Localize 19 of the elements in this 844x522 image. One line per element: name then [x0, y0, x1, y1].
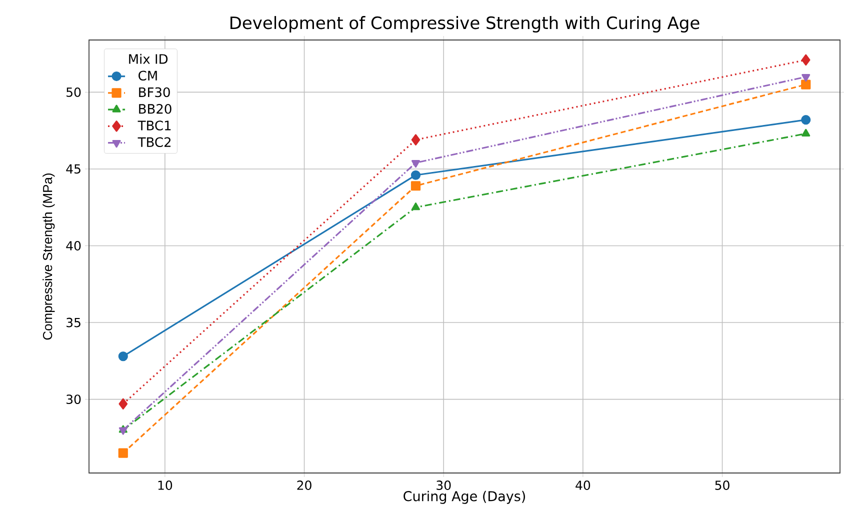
- legend-label: TBC1: [138, 120, 171, 130]
- legend-label: BB20: [139, 104, 172, 114]
- chart-title: Development of Compressive Strength with Curing Age: [230, 16, 700, 32]
- x-tick-label: 30: [436, 480, 451, 490]
- y-tick-label: 30: [66, 394, 81, 404]
- y-tick-label: 35: [66, 318, 80, 328]
- y-axis-title: Compressive Strength (MPa): [42, 174, 55, 340]
- legend-label: BF30: [139, 87, 170, 98]
- x-tick-label: 10: [158, 480, 172, 490]
- y-tick-label: 40: [66, 241, 81, 250]
- x-axis-title: Curing Age (Days): [404, 490, 526, 504]
- x-tick-label: 50: [715, 480, 730, 490]
- legend-label: TBC2: [138, 137, 171, 148]
- x-tick-label: 20: [297, 480, 312, 490]
- x-tick-label: 40: [576, 480, 590, 490]
- y-tick-label: 45: [66, 164, 80, 174]
- legend-label: CM: [138, 70, 157, 81]
- legend-title: Mix ID: [129, 54, 168, 64]
- y-tick-label: 50: [66, 87, 81, 97]
